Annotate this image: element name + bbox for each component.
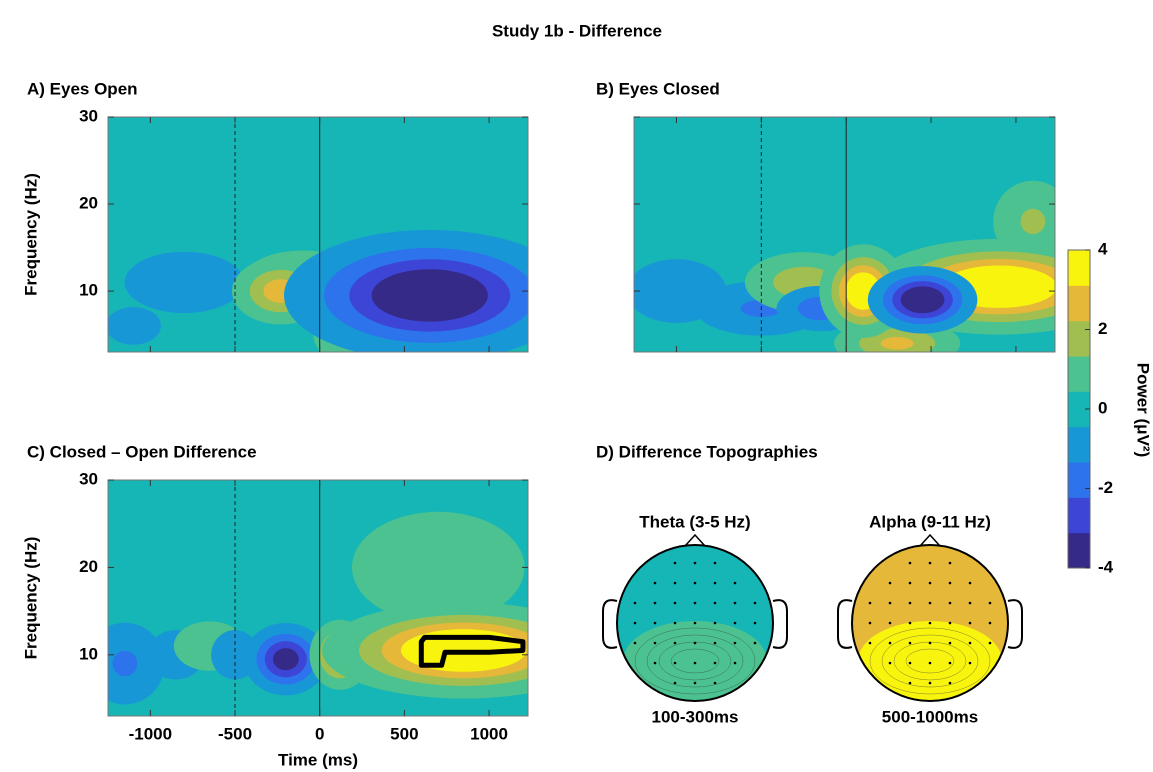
colorbar-swatch — [1068, 391, 1090, 428]
y-axis-label: Frequency (Hz) — [21, 173, 40, 296]
colorbar-tick-label: -2 — [1098, 478, 1113, 497]
y-tick-label: 20 — [79, 194, 98, 213]
x-tick-label: -1000 — [129, 724, 172, 743]
power-contour — [112, 650, 138, 677]
colorbar-label: Power (μV²) — [1134, 363, 1153, 457]
x-axis-label: Time (ms) — [278, 750, 358, 769]
topo-peak — [858, 621, 1002, 701]
power-contour — [351, 511, 525, 624]
colorbar-swatch — [1068, 426, 1090, 463]
y-tick-label: 30 — [79, 469, 98, 488]
y-tick-label: 10 — [79, 281, 98, 300]
panel-title: D) Difference Topographies — [596, 442, 818, 461]
power-contour — [371, 269, 488, 322]
topo-band-label: Alpha (9-11 Hz) — [869, 512, 991, 531]
topo-window-label: 100-300ms — [652, 707, 739, 726]
colorbar-swatch — [1068, 285, 1090, 322]
colorbar-swatch — [1068, 250, 1090, 286]
power-contour — [900, 286, 945, 314]
x-tick-label: 1000 — [470, 724, 508, 743]
x-tick-label: -500 — [218, 724, 252, 743]
topo-band-label: Theta (3-5 Hz) — [639, 512, 750, 531]
panel-title: B) Eyes Closed — [596, 79, 720, 98]
panel-title: A) Eyes Open — [27, 79, 138, 98]
y-axis-label: Frequency (Hz) — [21, 537, 40, 660]
power-contour — [124, 251, 244, 314]
colorbar-tick-label: 0 — [1098, 398, 1107, 417]
power-contour — [272, 648, 299, 671]
topo-peak — [623, 621, 767, 701]
significance-cluster — [418, 634, 526, 668]
ear — [772, 599, 788, 649]
plot-frame — [633, 116, 1056, 353]
colorbar-tick-label: -4 — [1098, 557, 1114, 576]
head-outline — [616, 544, 774, 702]
ear — [837, 599, 853, 649]
figure-title: Study 1b - Difference — [492, 21, 662, 40]
colorbar-tick-label: 2 — [1098, 319, 1107, 338]
colorbar-swatch — [1068, 462, 1090, 498]
power-contour — [880, 336, 914, 350]
head-outline — [851, 544, 1009, 702]
nose — [684, 533, 706, 547]
heatmap — [108, 480, 528, 716]
ear — [1007, 599, 1023, 649]
colorbar-tick-label: 4 — [1098, 239, 1108, 258]
x-tick-label: 500 — [390, 724, 418, 743]
power-contour — [1020, 208, 1046, 235]
colorbar-swatch — [1068, 497, 1090, 534]
panel-title: C) Closed – Open Difference — [27, 442, 257, 461]
colorbar-swatch — [1068, 532, 1090, 569]
power-contour — [108, 307, 161, 345]
topomap — [617, 545, 773, 701]
plot-frame — [107, 479, 529, 717]
heatmap — [634, 117, 1055, 352]
topo-window-label: 500-1000ms — [882, 707, 978, 726]
ear — [602, 599, 618, 649]
y-tick-label: 20 — [79, 557, 98, 576]
plot-frame — [107, 116, 529, 353]
nose — [919, 533, 941, 547]
y-tick-label: 10 — [79, 644, 98, 663]
colorbar-swatch — [1068, 356, 1090, 392]
topomap — [852, 545, 1008, 701]
heatmap — [108, 117, 528, 352]
x-tick-label: 0 — [315, 724, 324, 743]
colorbar-swatch — [1068, 320, 1090, 357]
y-tick-label: 30 — [79, 106, 98, 125]
